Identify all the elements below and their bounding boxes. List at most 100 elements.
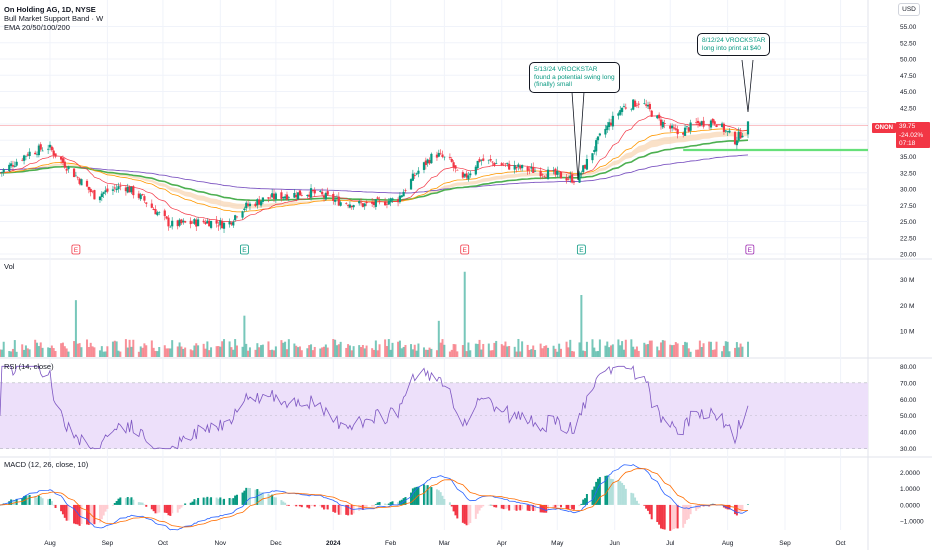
volume-bar — [543, 346, 546, 357]
earnings-letter: E — [579, 247, 584, 254]
candle-body — [243, 208, 246, 211]
macd-histogram-bar — [128, 498, 131, 505]
candle-body — [285, 194, 289, 200]
macd-histogram-bar — [63, 504, 66, 518]
volume-bar — [195, 343, 198, 357]
macd-histogram-bar — [221, 499, 224, 505]
volume-bar — [502, 345, 505, 357]
volume-bar — [635, 346, 638, 357]
macd-histogram-bar — [223, 498, 226, 505]
earnings-marker[interactable]: E — [576, 244, 586, 255]
candle-body — [182, 220, 185, 223]
volume-bar — [463, 271, 466, 357]
macd-histogram-bar — [415, 486, 418, 505]
earnings-marker[interactable]: E — [745, 244, 755, 255]
volume-bar — [632, 346, 635, 357]
volume-bar — [413, 344, 416, 357]
indicator-support-band[interactable]: Bull Market Support Band · W — [4, 14, 104, 23]
rsi-tick-label: 80.00 — [900, 364, 917, 371]
annotation-pointer-1 — [571, 91, 585, 181]
macd-histogram-bar — [671, 504, 674, 530]
volume-bar — [572, 351, 575, 357]
macd-histogram-bar — [132, 499, 135, 505]
candle-body — [539, 170, 542, 177]
macd-histogram-bar — [113, 502, 116, 505]
macd-histogram-bar — [734, 504, 737, 515]
candle-body — [74, 175, 78, 177]
volume-bar — [273, 350, 276, 357]
macd-histogram-bar — [413, 487, 416, 505]
candle-body — [500, 163, 503, 166]
macd-histogram-bar — [274, 497, 277, 505]
volume-bar — [545, 345, 548, 357]
candle-body — [189, 220, 192, 225]
macd-histogram-bar — [345, 504, 348, 515]
macd-histogram-bar — [452, 504, 455, 512]
candle-body — [385, 203, 389, 205]
volume-bar — [410, 344, 413, 357]
earnings-marker[interactable]: E — [71, 244, 81, 255]
volume-bar — [143, 343, 146, 357]
macd-histogram-bar — [28, 495, 31, 505]
volume-bar — [345, 347, 348, 357]
macd-histogram-bar — [728, 504, 731, 510]
macd-histogram-bar — [91, 504, 94, 524]
volume-bar — [448, 351, 451, 357]
macd-histogram-bar — [384, 503, 387, 505]
x-tick-label: May — [551, 540, 564, 547]
macd-histogram-bar — [534, 504, 537, 511]
currency-button[interactable]: USD — [898, 3, 920, 16]
volume-bar — [682, 345, 685, 357]
symbol-tag: ONON — [872, 123, 896, 133]
candle-body — [59, 156, 63, 160]
macd-histogram-bar — [687, 504, 690, 519]
candle-body — [389, 198, 392, 203]
macd-histogram-bar — [482, 504, 485, 507]
earnings-marker[interactable]: E — [460, 244, 470, 255]
volume-bar — [311, 350, 314, 357]
macd-histogram-bar — [365, 504, 368, 508]
candle-body — [296, 192, 300, 200]
candle-body — [165, 216, 168, 219]
volume-bar — [676, 343, 679, 357]
volume-bar — [150, 340, 153, 357]
volume-bar — [580, 295, 583, 357]
candle-body — [495, 163, 498, 164]
volume-bar — [611, 344, 614, 357]
volume-bar — [415, 350, 418, 357]
macd-histogram-bar — [100, 504, 103, 520]
volume-bar — [552, 345, 555, 357]
macd-histogram-bar — [332, 504, 335, 512]
candle-body — [102, 192, 105, 194]
candle-body — [269, 197, 272, 199]
candle-body — [258, 199, 261, 205]
volume-bar — [674, 342, 677, 357]
macd-histogram-bar — [584, 498, 587, 505]
candle-body — [598, 133, 601, 136]
volume-bar — [361, 344, 364, 357]
volume-bar — [86, 339, 89, 357]
candle-body — [683, 127, 687, 136]
annotation-callout-2[interactable]: 8/12/24 VROCKSTAR long into print at $40 — [697, 33, 771, 56]
volume-bar — [547, 347, 550, 357]
volume-bar — [365, 345, 368, 357]
candle-body — [519, 165, 522, 169]
candle-body — [517, 164, 520, 167]
indicator-ema[interactable]: EMA 20/50/100/200 — [4, 23, 70, 32]
candle-body — [415, 173, 418, 175]
earnings-marker[interactable]: E — [239, 244, 249, 255]
candle-body — [195, 219, 198, 227]
volume-bar — [737, 347, 740, 357]
candle-body — [698, 122, 701, 127]
candle-body — [572, 182, 576, 183]
volume-bar — [41, 347, 44, 357]
candle-body — [293, 192, 296, 198]
candle-body — [708, 125, 711, 127]
volume-bar — [530, 349, 533, 357]
candle-body — [670, 125, 674, 129]
annotation-callout-1[interactable]: 5/13/24 VROCKSTAR found a potential swin… — [529, 62, 620, 93]
chart-title: On Holding AG, 1D, NYSE — [4, 5, 96, 14]
macd-histogram-bar — [230, 498, 233, 505]
candle-body — [546, 169, 550, 179]
